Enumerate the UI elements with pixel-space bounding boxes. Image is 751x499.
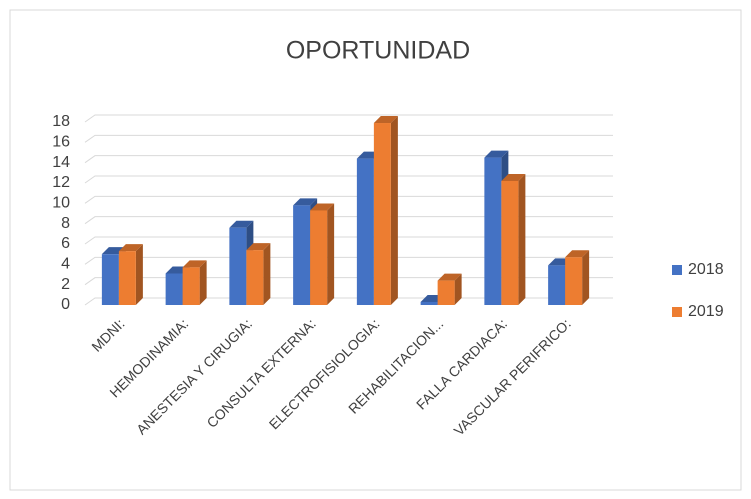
legend-label: 2018 xyxy=(688,261,724,278)
bar xyxy=(118,244,143,305)
bar-front xyxy=(501,180,519,305)
bar-side xyxy=(327,203,335,305)
y-tick-label: 8 xyxy=(61,215,70,232)
bar-front xyxy=(246,250,264,305)
bar-front xyxy=(373,123,391,306)
bar xyxy=(437,273,462,305)
bar-side xyxy=(135,244,143,305)
bar-side xyxy=(263,243,271,305)
y-tick-label: 14 xyxy=(52,154,70,171)
bar xyxy=(182,260,207,305)
grid-line xyxy=(84,277,613,286)
bar-top xyxy=(373,116,398,124)
bar-front xyxy=(101,254,119,305)
y-tick-label: 16 xyxy=(52,134,70,151)
grid-line xyxy=(84,175,613,184)
grid-line xyxy=(84,256,613,265)
bar-top xyxy=(118,244,143,252)
y-tick-label: 4 xyxy=(61,256,70,273)
grid-line xyxy=(84,216,613,225)
bar-side xyxy=(518,173,526,305)
y-tick-label: 10 xyxy=(52,195,70,212)
grid-line xyxy=(84,155,613,164)
bar xyxy=(501,173,526,305)
bar-front xyxy=(548,265,566,305)
bar-side xyxy=(390,116,398,306)
bar xyxy=(373,116,398,306)
y-tick-label: 2 xyxy=(61,276,70,293)
bar-top xyxy=(565,250,590,258)
bar-side xyxy=(199,260,207,305)
legend-swatch xyxy=(672,265,682,275)
bar-top xyxy=(484,150,509,158)
bar-top xyxy=(437,273,462,281)
legend-swatch xyxy=(672,307,682,317)
grid-line xyxy=(84,195,613,204)
bar-front xyxy=(565,257,583,305)
grid-line xyxy=(84,114,613,123)
legend-label: 2019 xyxy=(688,303,724,320)
y-tick-label: 18 xyxy=(52,113,70,130)
bar-top xyxy=(182,260,207,268)
bar-front xyxy=(420,301,438,305)
y-tick-label: 12 xyxy=(52,174,70,191)
bar-front xyxy=(182,267,200,305)
bar-front xyxy=(118,251,136,305)
bar-front xyxy=(310,210,328,305)
bar-front xyxy=(484,157,502,305)
bar-top xyxy=(310,203,335,211)
bar-front xyxy=(356,158,374,305)
bar-side xyxy=(582,250,590,305)
bar-front xyxy=(437,280,455,305)
y-tick-label: 0 xyxy=(61,296,70,313)
chart-title: OPORTUNIDAD xyxy=(286,37,470,65)
bar-top xyxy=(246,243,271,251)
grid-line xyxy=(84,236,613,245)
y-tick-label: 6 xyxy=(61,235,70,252)
bar xyxy=(310,203,335,305)
bar-front xyxy=(229,227,247,305)
bar-top xyxy=(293,198,318,206)
bar-front xyxy=(293,205,311,305)
bar-front xyxy=(165,273,183,305)
bar-top xyxy=(501,173,526,181)
bar xyxy=(246,243,271,305)
grid-line xyxy=(84,134,613,143)
bar xyxy=(565,250,590,305)
bar-side xyxy=(454,273,462,305)
bar-top xyxy=(229,220,254,228)
